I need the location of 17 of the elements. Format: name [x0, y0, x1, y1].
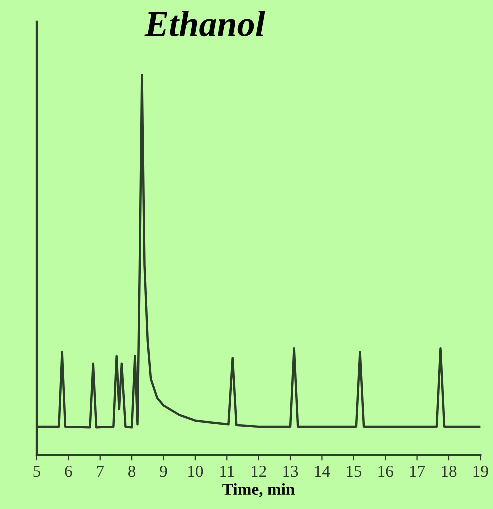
x-tick-label: 9	[160, 466, 168, 478]
x-tick-label: 13	[284, 466, 298, 478]
x-tick-label: 10	[188, 466, 204, 478]
x-axis-title: Time, min	[222, 483, 295, 498]
x-tick-label: 14	[315, 466, 330, 478]
x-tick-label: 15	[347, 466, 362, 478]
x-tick-label: 19	[474, 466, 488, 478]
x-tick-label: 16	[378, 466, 394, 478]
x-tick-label: 7	[97, 466, 104, 478]
x-tick-label: 5	[34, 466, 40, 478]
x-tick-label: 12	[252, 466, 266, 478]
annotation: Ethanol	[144, 11, 266, 37]
x-tick-label: 6	[65, 466, 72, 478]
x-tick-label: 18	[442, 466, 457, 478]
x-tick-label: 8	[128, 466, 136, 478]
x-tick-label: 11	[220, 466, 234, 478]
x-tick-label: 17	[410, 466, 426, 478]
